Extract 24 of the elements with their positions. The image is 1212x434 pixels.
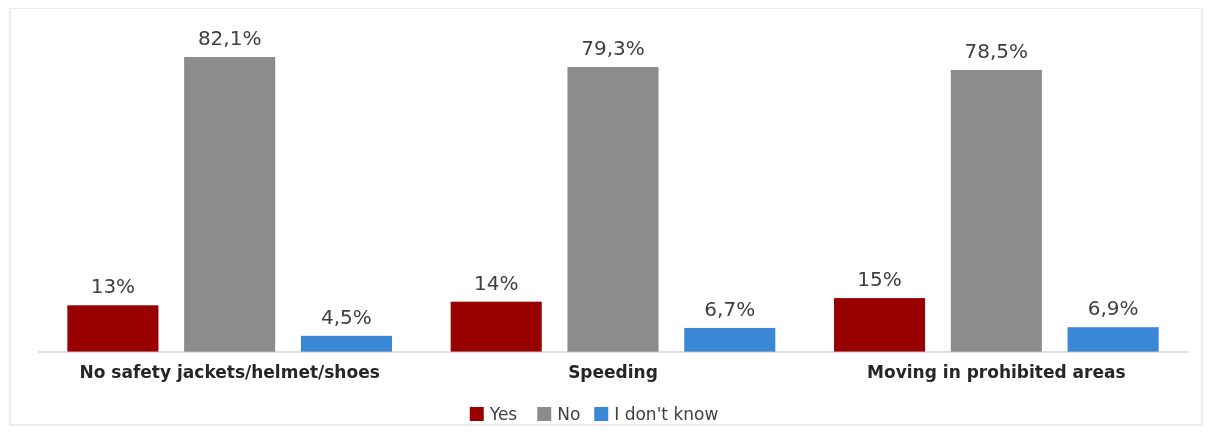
bar bbox=[950, 69, 1042, 352]
data-label: 82,1% bbox=[197, 26, 262, 50]
bar bbox=[450, 301, 542, 352]
bar bbox=[67, 305, 159, 352]
data-label: 13% bbox=[90, 274, 136, 299]
legend-label: Yes bbox=[488, 404, 518, 424]
bar bbox=[834, 298, 926, 352]
x-tick-label: No safety jackets/helmet/shoes bbox=[79, 362, 380, 382]
data-label: 6,9% bbox=[1087, 296, 1139, 321]
data-label: 14% bbox=[474, 270, 519, 295]
data-label: 78,5% bbox=[964, 38, 1029, 63]
bar bbox=[684, 327, 776, 352]
bar bbox=[1067, 327, 1159, 352]
data-label: 79,3% bbox=[581, 36, 645, 61]
x-tick-label: Moving in prohibited areas bbox=[867, 362, 1126, 382]
data-label: 4,5% bbox=[321, 304, 372, 329]
x-tick-label: Speeding bbox=[568, 362, 658, 382]
bar bbox=[567, 67, 659, 352]
data-label: 6,7% bbox=[704, 296, 756, 321]
bar bbox=[184, 57, 276, 352]
data-label: 15% bbox=[857, 267, 902, 292]
bar bbox=[300, 335, 392, 352]
legend-label: No bbox=[557, 404, 581, 424]
legend-label: I don't know bbox=[614, 404, 719, 424]
